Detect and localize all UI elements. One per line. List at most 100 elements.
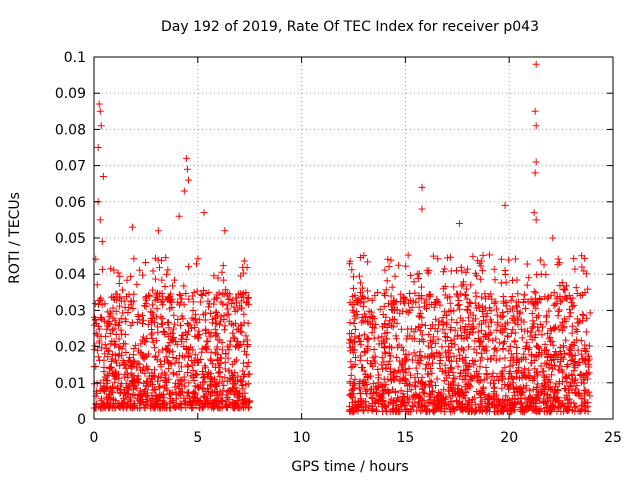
- data-point: [158, 320, 166, 328]
- data-point: [351, 354, 359, 362]
- data-point: [128, 223, 136, 231]
- data-point: [154, 377, 162, 385]
- data-point: [415, 312, 423, 320]
- data-point: [557, 358, 565, 366]
- data-point: [574, 361, 582, 369]
- data-point: [165, 293, 173, 301]
- data-point: [523, 327, 531, 335]
- data-point: [346, 406, 354, 414]
- data-point: [91, 300, 99, 308]
- data-point: [149, 338, 157, 346]
- data-point: [532, 289, 540, 297]
- data-point: [388, 283, 396, 291]
- data-point: [151, 353, 159, 361]
- data-point: [441, 265, 449, 273]
- data-point: [502, 325, 510, 333]
- data-point: [392, 298, 400, 306]
- data-point: [577, 350, 585, 358]
- data-point: [510, 388, 518, 396]
- data-point: [543, 360, 551, 368]
- data-point: [155, 393, 163, 401]
- data-point: [218, 391, 226, 399]
- data-point: [450, 283, 458, 291]
- data-point: [555, 306, 563, 314]
- data-point: [548, 338, 556, 346]
- data-point: [579, 317, 587, 325]
- data-point: [236, 302, 244, 310]
- data-point: [363, 357, 371, 365]
- data-point: [351, 397, 359, 405]
- data-point: [520, 350, 528, 358]
- data-point: [374, 288, 382, 296]
- data-point: [218, 338, 226, 346]
- data-point: [360, 294, 368, 302]
- data-point: [440, 400, 448, 408]
- data-point: [491, 344, 499, 352]
- data-point: [547, 356, 555, 364]
- data-point: [515, 387, 523, 395]
- data-point: [189, 306, 197, 314]
- data-point: [378, 392, 386, 400]
- axis-ticks: 0 0.01 0.02 0.03 0.04 0.05 0.06 0.07 0.08 0.09 0.1…: [55, 50, 622, 446]
- data-point: [177, 335, 185, 343]
- data-point: [574, 319, 582, 327]
- x-tick-label: 20: [500, 430, 518, 446]
- data-point: [355, 299, 363, 307]
- data-point: [164, 266, 172, 274]
- data-point: [499, 374, 507, 382]
- data-point: [453, 319, 461, 327]
- data-point: [536, 388, 544, 396]
- data-point: [577, 337, 585, 345]
- data-point: [204, 303, 212, 311]
- data-point: [360, 252, 368, 260]
- y-tick-label: 0.04: [55, 267, 86, 283]
- data-point: [533, 271, 541, 279]
- data-point: [396, 309, 404, 317]
- data-point: [205, 369, 213, 377]
- data-point: [407, 297, 415, 305]
- data-point: [127, 272, 135, 280]
- data-point: [356, 279, 364, 287]
- data-point: [134, 359, 142, 367]
- data-point: [184, 392, 192, 400]
- data-point: [178, 381, 186, 389]
- data-point: [221, 227, 229, 235]
- data-point: [382, 381, 390, 389]
- data-point: [392, 332, 400, 340]
- data-point: [555, 378, 563, 386]
- data-point: [362, 313, 370, 321]
- data-point: [147, 331, 155, 339]
- data-point: [517, 407, 525, 415]
- data-point: [112, 290, 120, 298]
- data-point: [366, 386, 374, 394]
- data-point: [197, 290, 205, 298]
- data-point: [512, 302, 520, 310]
- data-point: [221, 373, 229, 381]
- data-point: [148, 301, 156, 309]
- data-point: [452, 397, 460, 405]
- data-point: [154, 328, 162, 336]
- data-point: [566, 382, 574, 390]
- data-point: [211, 325, 219, 333]
- data-point: [545, 307, 553, 315]
- data-point: [388, 386, 396, 394]
- data-point: [490, 402, 498, 410]
- data-point: [545, 376, 553, 384]
- data-point: [243, 351, 251, 359]
- data-point: [562, 294, 570, 302]
- x-axis-label: GPS time / hours: [291, 459, 408, 475]
- data-point: [518, 407, 526, 415]
- data-point: [417, 283, 425, 291]
- data-point: [450, 335, 458, 343]
- data-point: [462, 285, 470, 293]
- data-point: [121, 371, 129, 379]
- y-tick-label: 0.09: [55, 86, 86, 102]
- data-point: [532, 60, 540, 68]
- data-point: [561, 394, 569, 402]
- data-point: [346, 319, 354, 327]
- data-point: [345, 339, 353, 347]
- data-point: [416, 407, 424, 415]
- data-point: [461, 323, 469, 331]
- data-point: [532, 158, 540, 166]
- data-point: [490, 352, 498, 360]
